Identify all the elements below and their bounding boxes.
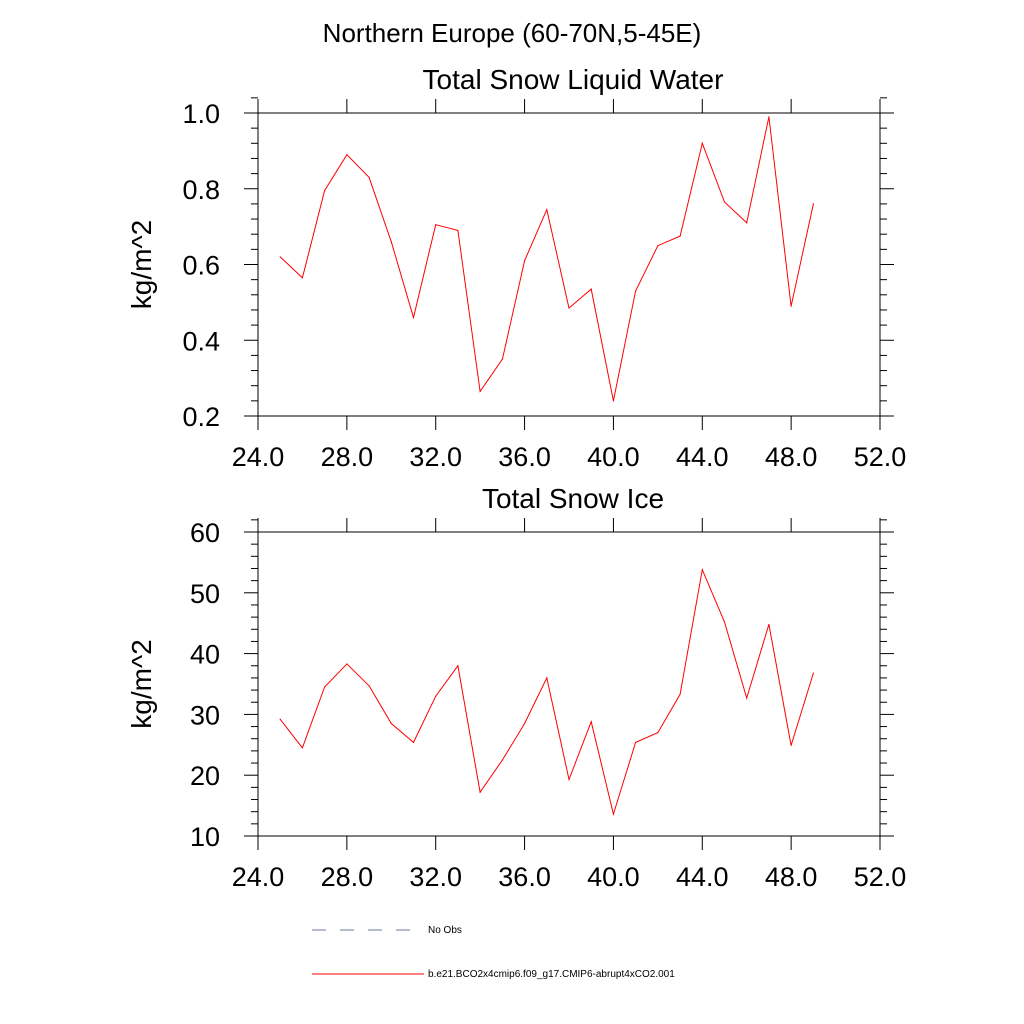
data-point [612, 813, 615, 815]
legend-obs-label: No Obs [428, 925, 462, 936]
y-tick-label: 60 [190, 518, 220, 548]
x-tick-label: 24.0 [232, 442, 285, 472]
data-point [723, 621, 726, 623]
data-point [723, 201, 726, 203]
data-point [523, 260, 526, 262]
data-point [657, 732, 659, 734]
data-point [635, 741, 637, 743]
data-point [590, 288, 592, 290]
y-tick-label: 50 [190, 579, 220, 609]
y-tick-label: 0.4 [182, 326, 220, 356]
x-tick-label: 40.0 [587, 862, 640, 892]
y-tick-label: 30 [190, 700, 220, 730]
y-tick-label: 0.2 [182, 402, 220, 432]
data-point [590, 721, 592, 723]
series-line [279, 116, 814, 401]
data-point [701, 142, 703, 144]
data-point [346, 663, 348, 665]
y-tick-label: 40 [190, 640, 220, 670]
data-point [368, 176, 370, 178]
data-point [612, 400, 615, 402]
data-point [679, 235, 681, 237]
y-tick-label: 1.0 [182, 99, 220, 129]
data-point [435, 224, 437, 226]
data-point [568, 307, 570, 309]
data-point [746, 222, 748, 224]
data-point [790, 305, 792, 307]
x-tick-label: 52.0 [854, 442, 907, 472]
x-tick-label: 44.0 [676, 442, 729, 472]
x-tick-label: 36.0 [498, 862, 551, 892]
x-tick-label: 28.0 [321, 862, 374, 892]
chart-title: Total Snow Liquid Water [423, 64, 724, 95]
x-tick-label: 52.0 [854, 862, 907, 892]
data-point [546, 677, 548, 679]
chart-panel-snow-liquid-water: Total Snow Liquid Water 24.0 28.0 32.0 36.0 4… [126, 64, 906, 472]
y-axis-label: kg/m^2 [126, 220, 157, 309]
legend-model-label: b.e21.BCO2x4cmip6.f09_g17.CMIP6-abrupt4x… [428, 969, 675, 980]
figure-suptitle: Northern Europe (60-70N,5-45E) [323, 18, 702, 48]
data-point [701, 569, 703, 571]
x-tick-label: 28.0 [321, 442, 374, 472]
x-tick-label: 48.0 [765, 862, 818, 892]
y-tick-label: 0.6 [182, 251, 220, 281]
series-line [279, 567, 814, 816]
data-point [790, 744, 792, 747]
data-point [435, 695, 437, 697]
x-tick-label: 32.0 [409, 442, 462, 472]
data-point [457, 665, 459, 667]
data-point [812, 203, 814, 205]
data-point [301, 277, 304, 279]
y-tick-label: 20 [190, 761, 220, 791]
y-tick-label: 0.8 [182, 175, 220, 205]
data-point [457, 229, 459, 232]
y-tick-label: 10 [190, 822, 220, 852]
x-tick-label: 32.0 [409, 862, 462, 892]
data-point [523, 722, 526, 725]
legend: No Obs b.e21.BCO2x4cmip6.f09_g17.CMIP6-a… [312, 925, 675, 980]
data-point [279, 718, 281, 720]
x-tick-label: 24.0 [232, 862, 285, 892]
data-point [412, 316, 415, 319]
chart-title: Total Snow Ice [482, 483, 664, 514]
data-point [568, 778, 570, 781]
data-point [479, 791, 481, 793]
x-tick-label: 40.0 [587, 442, 640, 472]
y-axis-label: kg/m^2 [126, 639, 157, 728]
data-point [412, 741, 415, 743]
x-tick-label: 36.0 [498, 442, 551, 472]
x-tick-label: 48.0 [765, 442, 818, 472]
data-point [390, 722, 392, 725]
data-point [501, 358, 503, 360]
data-point [746, 697, 748, 699]
data-point [324, 686, 326, 688]
chart-panel-snow-ice: Total Snow Ice 24.0 28.0 32.0 36.0 40.0 44.0 48… [126, 483, 906, 892]
data-point [768, 623, 770, 626]
data-point [479, 390, 481, 392]
x-tick-label: 44.0 [676, 862, 729, 892]
data-point [501, 759, 503, 761]
data-point [279, 256, 281, 258]
data-point [635, 290, 637, 292]
data-point [546, 208, 548, 211]
data-point [368, 685, 370, 687]
data-point [768, 116, 770, 118]
data-point [346, 154, 348, 156]
data-point [657, 244, 659, 247]
data-point [679, 693, 681, 695]
data-point [390, 241, 392, 243]
plot-frame [257, 531, 881, 837]
data-point [812, 672, 814, 674]
data-point [324, 190, 326, 192]
data-point [301, 747, 304, 749]
